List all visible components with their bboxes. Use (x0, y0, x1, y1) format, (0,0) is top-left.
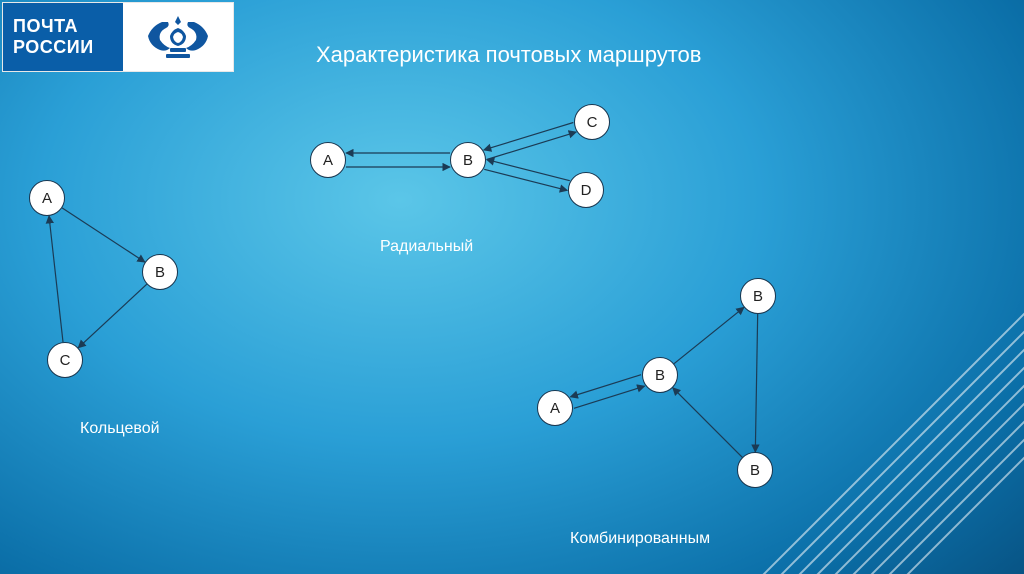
page-title: Характеристика почтовых маршрутов (316, 42, 701, 68)
node-cB3: B (737, 452, 773, 488)
caption-ring: Кольцевой (80, 420, 160, 438)
node-rC: C (47, 342, 83, 378)
node-cA: A (537, 390, 573, 426)
logo-emblem-icon (123, 3, 233, 71)
node-dD: D (568, 172, 604, 208)
node-dA: A (310, 142, 346, 178)
logo: ПОЧТА РОССИИ (2, 2, 234, 72)
node-rA: A (29, 180, 65, 216)
node-dB: B (450, 142, 486, 178)
logo-text: ПОЧТА РОССИИ (3, 3, 123, 71)
logo-line1: ПОЧТА (13, 16, 113, 37)
node-cB1: B (642, 357, 678, 393)
node-cB2: B (740, 278, 776, 314)
caption-radial: Радиальный (380, 238, 473, 256)
logo-line2: РОССИИ (13, 37, 113, 58)
node-dC: C (574, 104, 610, 140)
node-rB: B (142, 254, 178, 290)
